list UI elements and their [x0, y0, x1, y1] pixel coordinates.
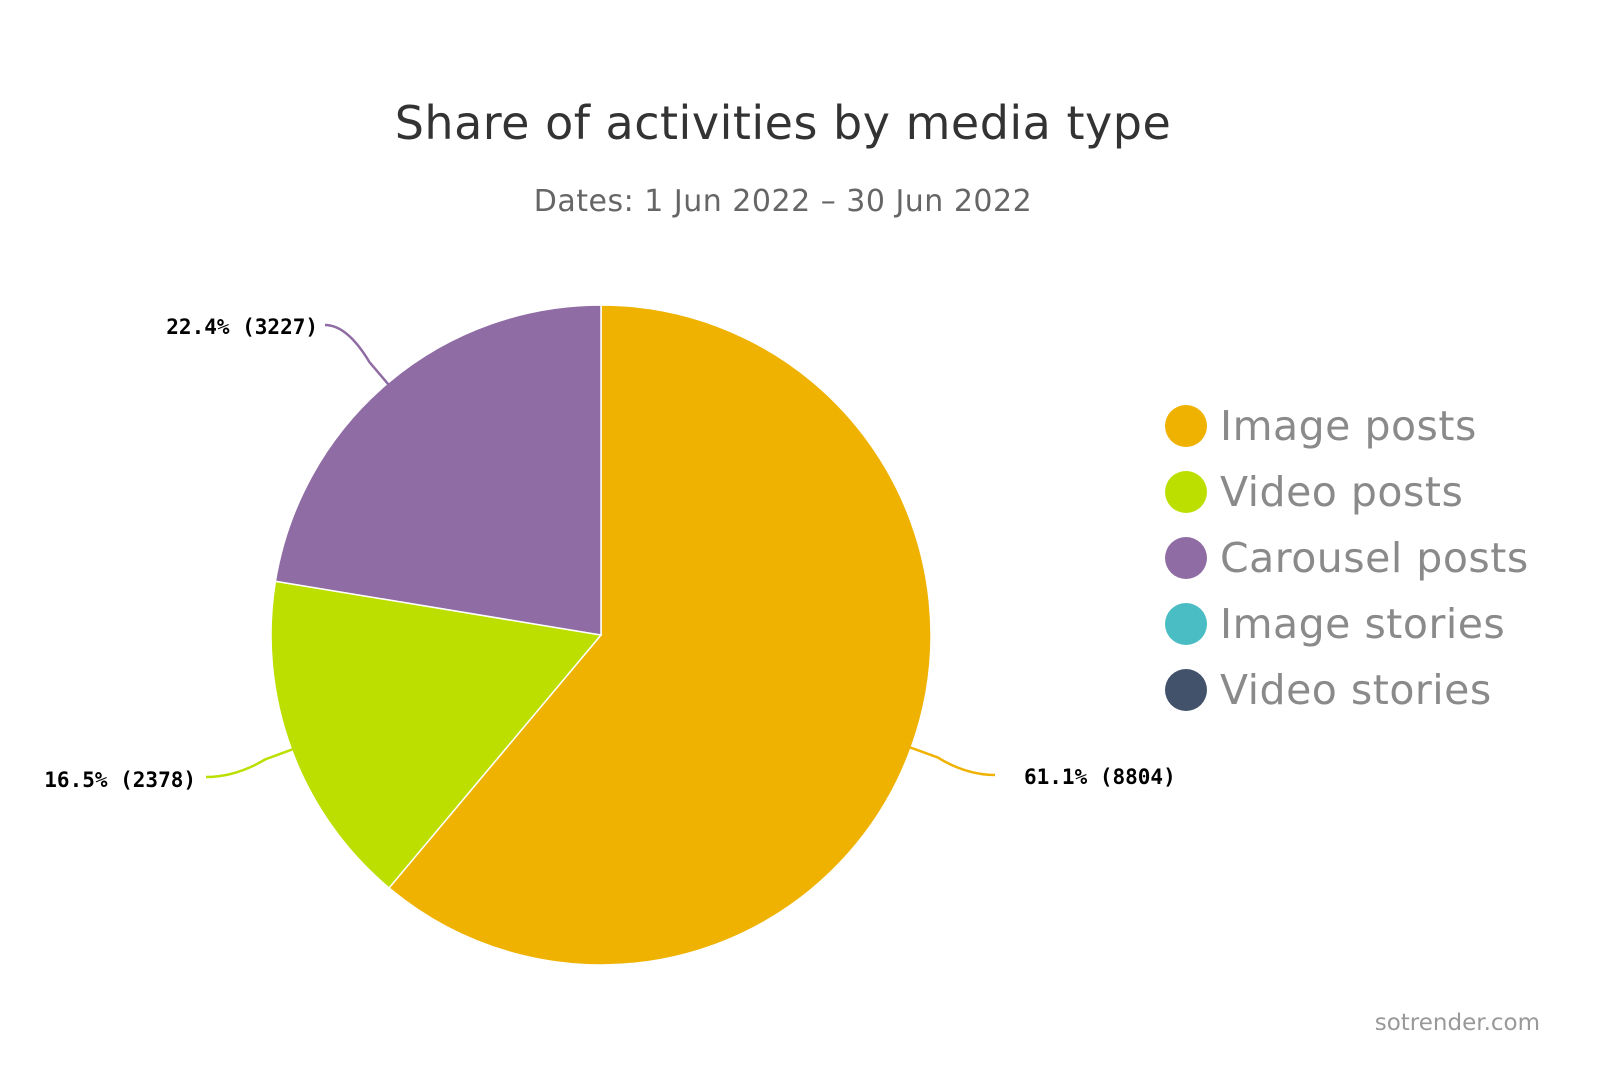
chart-legend: Image posts Video posts Carousel posts Imag…: [1165, 393, 1529, 723]
legend-item[interactable]: Image posts: [1165, 393, 1529, 459]
legend-label: Video posts: [1220, 468, 1464, 516]
legend-marker: [1165, 471, 1207, 513]
legend-marker: [1165, 603, 1207, 645]
data-label: 16.5% (2378): [44, 768, 196, 792]
connector-line: [906, 745, 996, 777]
legend-marker: [1165, 669, 1207, 711]
legend-item[interactable]: Carousel posts: [1165, 525, 1529, 591]
legend-label: Image posts: [1220, 402, 1477, 450]
credit-text: sotrender.com: [1374, 1010, 1540, 1036]
pie-slice-carousel-posts[interactable]: [274, 304, 602, 636]
legend-marker: [1165, 405, 1207, 447]
legend-item[interactable]: Video stories: [1165, 657, 1529, 723]
data-label: 22.4% (3227): [166, 315, 318, 339]
legend-item[interactable]: Image stories: [1165, 591, 1529, 657]
legend-label: Image stories: [1220, 600, 1506, 648]
legend-label: Carousel posts: [1220, 534, 1529, 582]
legend-marker: [1165, 537, 1207, 579]
data-label: 61.1% (8804): [1024, 765, 1176, 789]
connector-line: [205, 747, 296, 779]
legend-item[interactable]: Video posts: [1165, 459, 1529, 525]
connector-line: [324, 323, 392, 388]
chart-title: Share of activities by media type: [394, 96, 1172, 150]
legend-label: Video stories: [1220, 666, 1492, 714]
chart-subtitle: Dates: 1 Jun 2022 – 30 Jun 2022: [533, 184, 1033, 219]
